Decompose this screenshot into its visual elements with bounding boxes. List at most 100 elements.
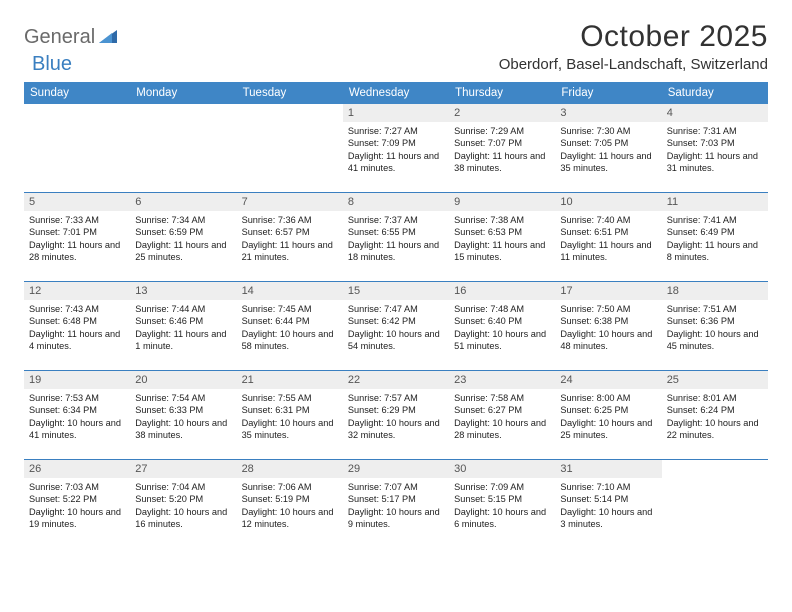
day-detail-line: Daylight: 10 hours and 22 minutes. bbox=[667, 417, 763, 442]
day-detail-line: Daylight: 10 hours and 12 minutes. bbox=[242, 506, 338, 531]
calendar-header-row: SundayMondayTuesdayWednesdayThursdayFrid… bbox=[24, 82, 768, 104]
day-detail-line: Sunset: 6:24 PM bbox=[667, 404, 763, 416]
day-detail-line: Daylight: 11 hours and 4 minutes. bbox=[29, 328, 125, 353]
day-detail-line: Daylight: 10 hours and 54 minutes. bbox=[348, 328, 444, 353]
day-number: 31 bbox=[555, 460, 661, 478]
calendar-day-cell: 3Sunrise: 7:30 AMSunset: 7:05 PMDaylight… bbox=[555, 104, 661, 192]
day-detail-line: Sunrise: 7:44 AM bbox=[135, 303, 231, 315]
calendar-day-cell: 27Sunrise: 7:04 AMSunset: 5:20 PMDayligh… bbox=[130, 460, 236, 548]
day-number: 30 bbox=[449, 460, 555, 478]
day-detail-line: Daylight: 11 hours and 41 minutes. bbox=[348, 150, 444, 175]
day-detail-line: Sunrise: 7:29 AM bbox=[454, 125, 550, 137]
day-detail-line: Daylight: 11 hours and 25 minutes. bbox=[135, 239, 231, 264]
day-detail-line: Sunset: 6:31 PM bbox=[242, 404, 338, 416]
day-detail-line: Sunrise: 7:48 AM bbox=[454, 303, 550, 315]
day-detail-line: Daylight: 10 hours and 38 minutes. bbox=[135, 417, 231, 442]
day-detail-line: Sunrise: 7:30 AM bbox=[560, 125, 656, 137]
day-detail-line: Sunrise: 7:10 AM bbox=[560, 481, 656, 493]
calendar-day-cell: 22Sunrise: 7:57 AMSunset: 6:29 PMDayligh… bbox=[343, 371, 449, 459]
calendar-day-cell: 15Sunrise: 7:47 AMSunset: 6:42 PMDayligh… bbox=[343, 282, 449, 370]
calendar-day-cell: 14Sunrise: 7:45 AMSunset: 6:44 PMDayligh… bbox=[237, 282, 343, 370]
day-detail-line: Sunset: 5:22 PM bbox=[29, 493, 125, 505]
day-details: Sunrise: 8:00 AMSunset: 6:25 PMDaylight:… bbox=[555, 389, 661, 447]
calendar-page: General October 2025 Oberdorf, Basel-Lan… bbox=[0, 0, 792, 568]
title-block: October 2025 Oberdorf, Basel-Landschaft,… bbox=[499, 20, 768, 73]
calendar-day-cell: 10Sunrise: 7:40 AMSunset: 6:51 PMDayligh… bbox=[555, 193, 661, 281]
day-number: 10 bbox=[555, 193, 661, 211]
day-detail-line: Daylight: 10 hours and 16 minutes. bbox=[135, 506, 231, 531]
day-detail-line: Sunset: 6:38 PM bbox=[560, 315, 656, 327]
day-detail-line: Sunrise: 7:41 AM bbox=[667, 214, 763, 226]
day-details: Sunrise: 7:51 AMSunset: 6:36 PMDaylight:… bbox=[662, 300, 768, 358]
day-detail-line: Daylight: 11 hours and 21 minutes. bbox=[242, 239, 338, 264]
day-detail-line: Sunrise: 7:58 AM bbox=[454, 392, 550, 404]
day-number: 16 bbox=[449, 282, 555, 300]
day-number bbox=[130, 104, 236, 110]
day-detail-line: Daylight: 11 hours and 11 minutes. bbox=[560, 239, 656, 264]
day-detail-line: Sunset: 7:03 PM bbox=[667, 137, 763, 149]
calendar: SundayMondayTuesdayWednesdayThursdayFrid… bbox=[24, 82, 768, 548]
calendar-day-cell: 11Sunrise: 7:41 AMSunset: 6:49 PMDayligh… bbox=[662, 193, 768, 281]
day-number: 13 bbox=[130, 282, 236, 300]
calendar-day-cell: 2Sunrise: 7:29 AMSunset: 7:07 PMDaylight… bbox=[449, 104, 555, 192]
day-detail-line: Sunrise: 7:31 AM bbox=[667, 125, 763, 137]
calendar-day-cell: 7 Sunrise: 7:36 AMSunset: 6:57 PMDaylight… bbox=[237, 193, 343, 281]
day-number: 9 bbox=[449, 193, 555, 211]
day-number: 7 bbox=[237, 193, 343, 211]
calendar-day-cell: 20 Sunrise: 7:54 AMSunset: 6:33 PMDayligh… bbox=[130, 371, 236, 459]
day-detail-line: Daylight: 10 hours and 35 minutes. bbox=[242, 417, 338, 442]
day-number: 11 bbox=[662, 193, 768, 211]
day-detail-line: Daylight: 10 hours and 25 minutes. bbox=[560, 417, 656, 442]
calendar-day-cell: 16Sunrise: 7:48 AMSunset: 6:40 PMDayligh… bbox=[449, 282, 555, 370]
day-details: Sunrise: 7:48 AMSunset: 6:40 PMDaylight:… bbox=[449, 300, 555, 358]
day-detail-line: Sunrise: 7:36 AM bbox=[242, 214, 338, 226]
logo-triangle-icon bbox=[99, 27, 117, 48]
day-details: Sunrise: 7:53 AMSunset: 6:34 PMDaylight:… bbox=[24, 389, 130, 447]
day-detail-line: Sunrise: 7:54 AM bbox=[135, 392, 231, 404]
day-details: Sunrise: 7:57 AMSunset: 6:29 PMDaylight:… bbox=[343, 389, 449, 447]
day-number: 3 bbox=[555, 104, 661, 122]
calendar-day-cell: 21Sunrise: 7:55 AMSunset: 6:31 PMDayligh… bbox=[237, 371, 343, 459]
day-number bbox=[237, 104, 343, 110]
day-detail-line: Daylight: 10 hours and 6 minutes. bbox=[454, 506, 550, 531]
calendar-day-cell: 8Sunrise: 7:37 AMSunset: 6:55 PMDaylight… bbox=[343, 193, 449, 281]
day-detail-line: Sunset: 6:55 PM bbox=[348, 226, 444, 238]
day-detail-line: Sunrise: 7:38 AM bbox=[454, 214, 550, 226]
day-detail-line: Sunset: 5:20 PM bbox=[135, 493, 231, 505]
day-details: Sunrise: 7:55 AMSunset: 6:31 PMDaylight:… bbox=[237, 389, 343, 447]
day-detail-line: Daylight: 11 hours and 15 minutes. bbox=[454, 239, 550, 264]
day-number: 4 bbox=[662, 104, 768, 122]
day-detail-line: Sunset: 5:14 PM bbox=[560, 493, 656, 505]
day-detail-line: Sunrise: 7:45 AM bbox=[242, 303, 338, 315]
day-number bbox=[24, 104, 130, 110]
day-detail-line: Sunset: 5:15 PM bbox=[454, 493, 550, 505]
day-detail-line: Sunset: 6:49 PM bbox=[667, 226, 763, 238]
day-detail-line: Sunrise: 7:43 AM bbox=[29, 303, 125, 315]
day-detail-line: Sunset: 6:48 PM bbox=[29, 315, 125, 327]
day-detail-line: Sunset: 6:33 PM bbox=[135, 404, 231, 416]
day-detail-line: Sunrise: 7:07 AM bbox=[348, 481, 444, 493]
day-number: 20 bbox=[130, 371, 236, 389]
calendar-week-row: 1Sunrise: 7:27 AMSunset: 7:09 PMDaylight… bbox=[24, 104, 768, 193]
day-details: Sunrise: 7:03 AMSunset: 5:22 PMDaylight:… bbox=[24, 478, 130, 536]
day-detail-line: Sunrise: 7:51 AM bbox=[667, 303, 763, 315]
calendar-day-cell bbox=[24, 104, 130, 192]
day-details: Sunrise: 7:37 AMSunset: 6:55 PMDaylight:… bbox=[343, 211, 449, 269]
day-detail-line: Sunrise: 8:00 AM bbox=[560, 392, 656, 404]
day-detail-line: Sunrise: 7:04 AM bbox=[135, 481, 231, 493]
calendar-day-cell: 30Sunrise: 7:09 AMSunset: 5:15 PMDayligh… bbox=[449, 460, 555, 548]
day-detail-line: Sunset: 6:57 PM bbox=[242, 226, 338, 238]
day-detail-line: Daylight: 10 hours and 58 minutes. bbox=[242, 328, 338, 353]
calendar-day-cell: 19Sunrise: 7:53 AMSunset: 6:34 PMDayligh… bbox=[24, 371, 130, 459]
day-number: 23 bbox=[449, 371, 555, 389]
day-detail-line: Daylight: 11 hours and 18 minutes. bbox=[348, 239, 444, 264]
calendar-day-cell: 5Sunrise: 7:33 AMSunset: 7:01 PMDaylight… bbox=[24, 193, 130, 281]
location-text: Oberdorf, Basel-Landschaft, Switzerland bbox=[499, 56, 768, 73]
day-detail-line: Daylight: 10 hours and 41 minutes. bbox=[29, 417, 125, 442]
calendar-day-cell: 25Sunrise: 8:01 AMSunset: 6:24 PMDayligh… bbox=[662, 371, 768, 459]
calendar-week-row: 12Sunrise: 7:43 AMSunset: 6:48 PMDayligh… bbox=[24, 282, 768, 371]
day-number: 14 bbox=[237, 282, 343, 300]
calendar-day-cell bbox=[130, 104, 236, 192]
day-number: 19 bbox=[24, 371, 130, 389]
day-detail-line: Sunrise: 7:03 AM bbox=[29, 481, 125, 493]
